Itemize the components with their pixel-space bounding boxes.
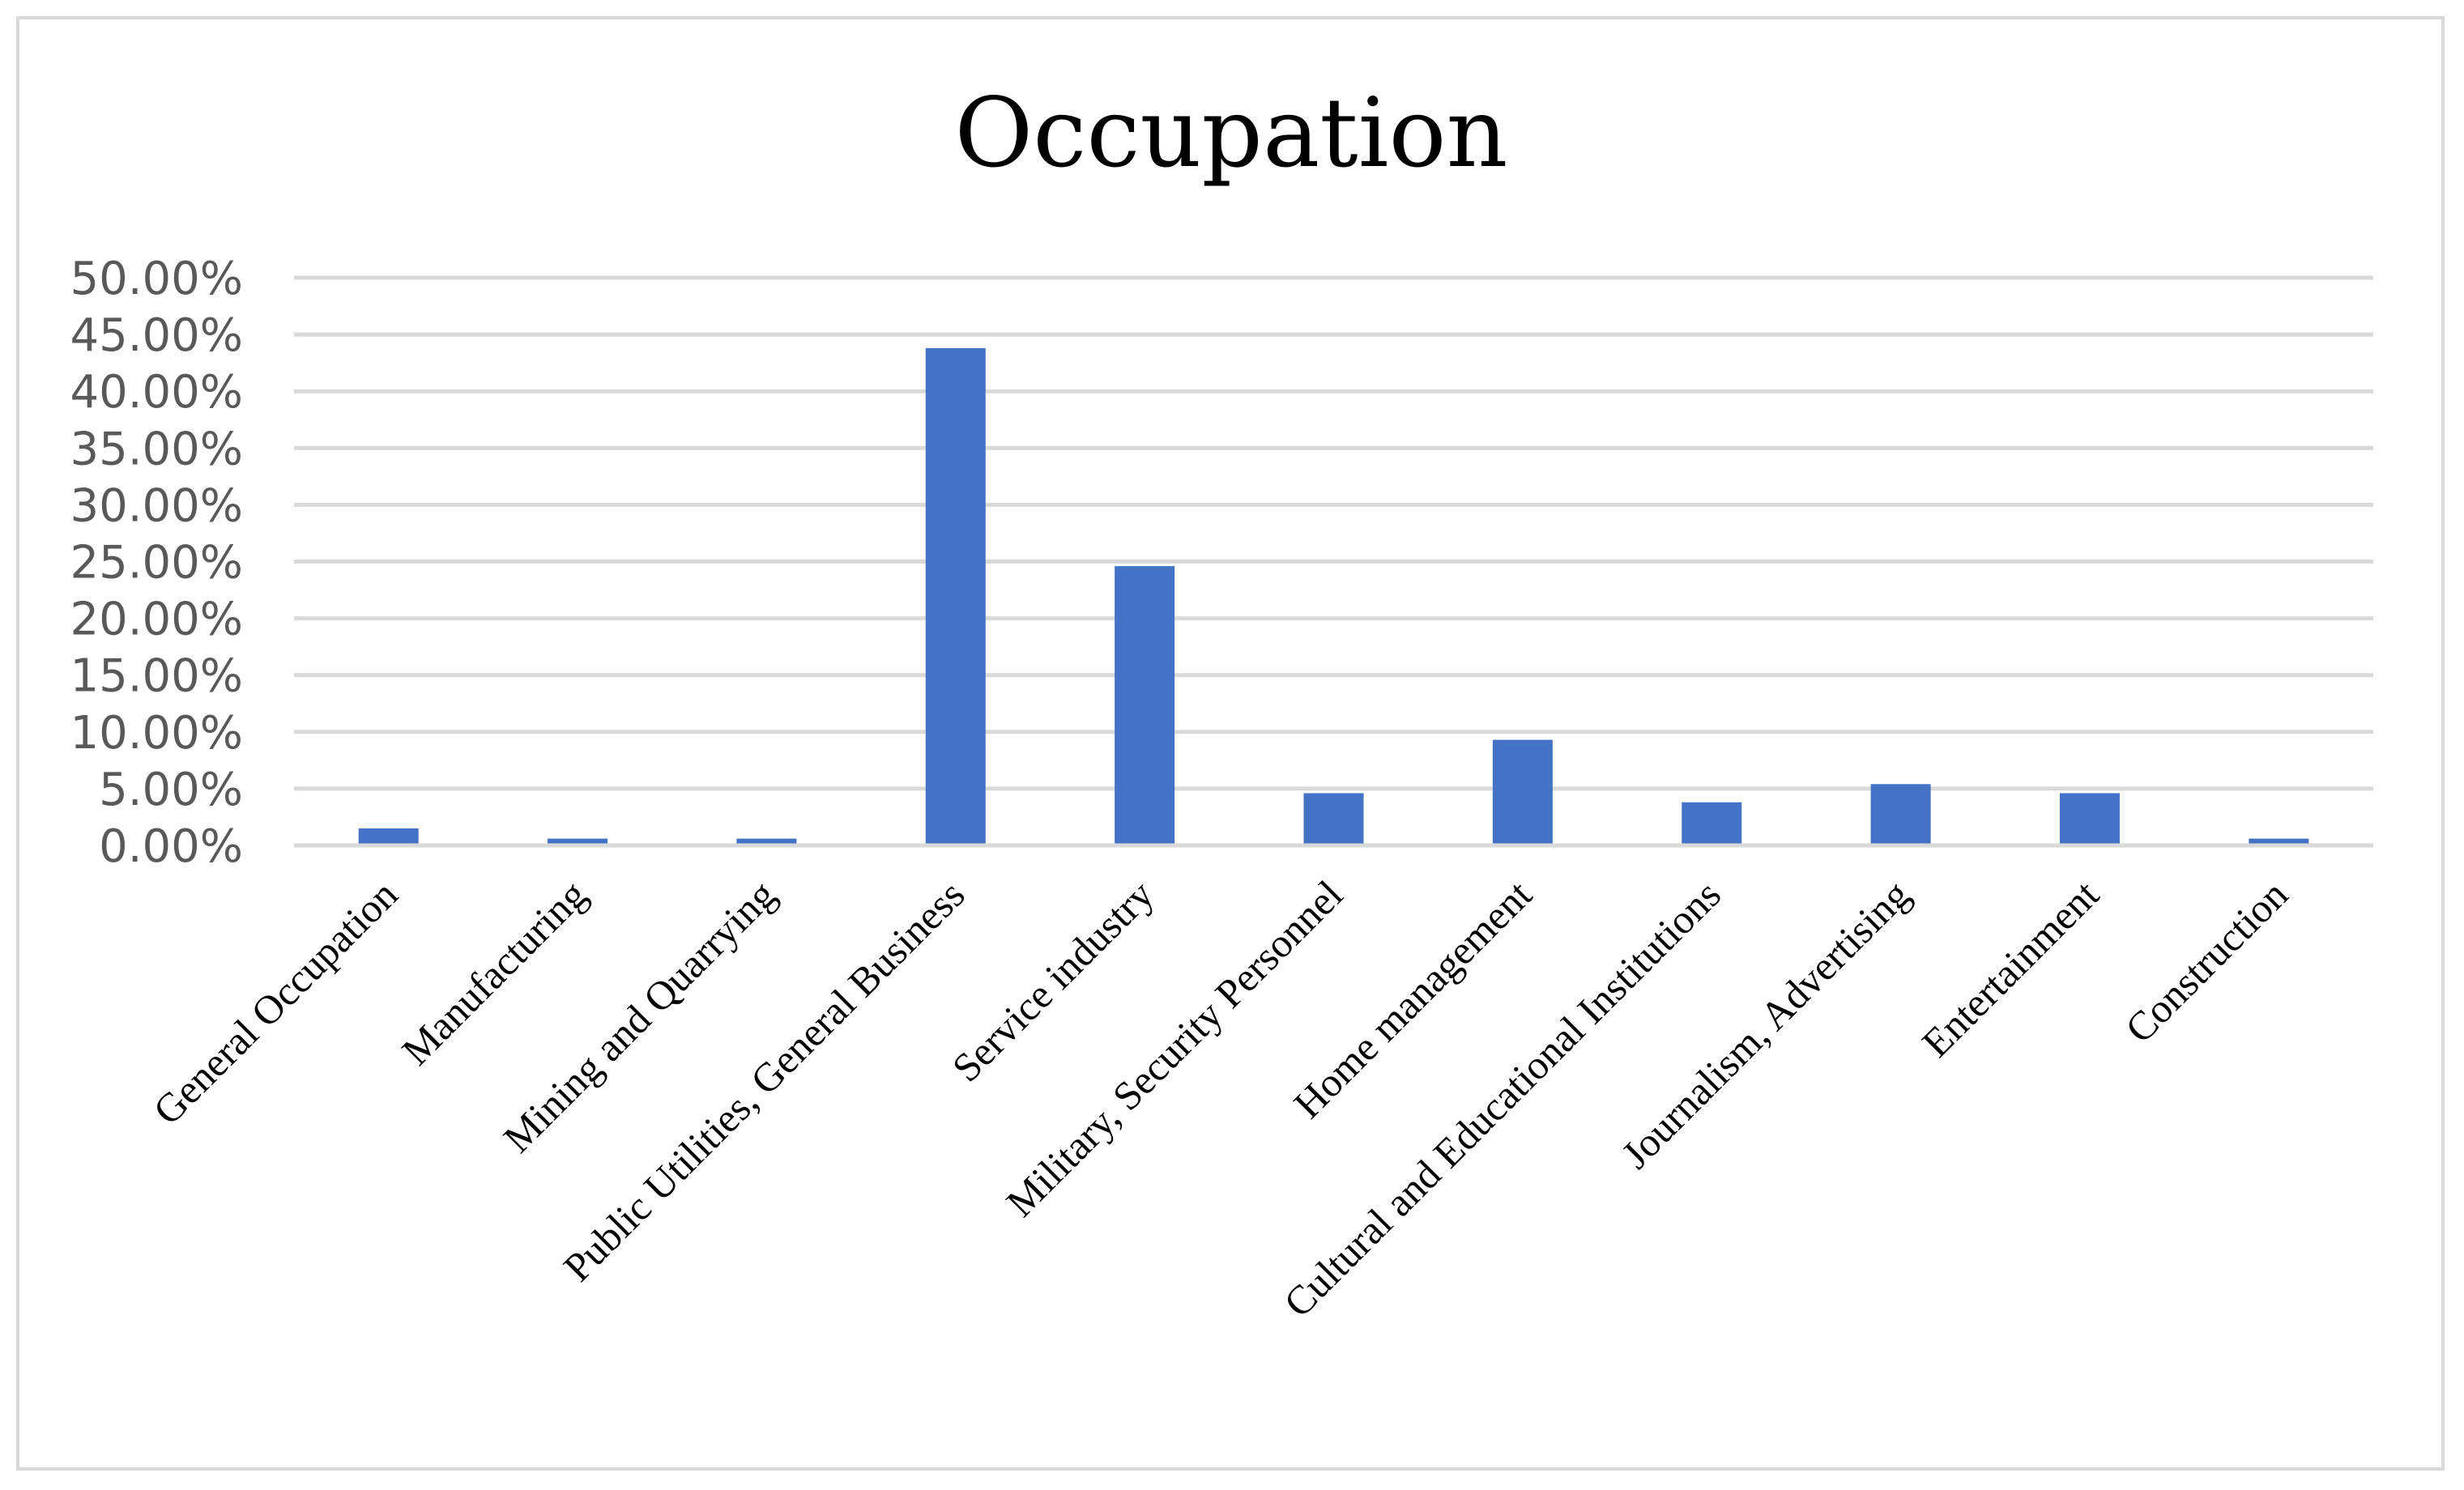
bar (1492, 739, 1553, 845)
y-axis-tick-labels: 0.00%5.00%10.00%15.00%20.00%25.00%30.00%… (70, 253, 243, 873)
chart-title: Occupation (955, 77, 1508, 189)
x-category-label: General Occupation (144, 871, 406, 1133)
y-tick-label: 35.00% (70, 423, 243, 475)
bars (358, 347, 2309, 845)
x-category-label: Military, Security Personnel (997, 871, 1351, 1225)
y-tick-label: 10.00% (70, 707, 243, 760)
x-category-label: Public Utilities, General Business (555, 871, 974, 1290)
bar (925, 347, 986, 845)
y-tick-label: 20.00% (70, 594, 243, 646)
bar (1303, 793, 1364, 845)
y-tick-label: 45.00% (70, 309, 243, 362)
bar (2249, 838, 2309, 845)
bar (358, 828, 419, 845)
x-category-label: Entertainment (1913, 871, 2108, 1066)
chart-frame (16, 16, 2445, 1471)
y-tick-label: 15.00% (70, 650, 243, 703)
y-tick-label: 0.00% (99, 820, 243, 873)
x-category-label: Manufacturing (393, 871, 595, 1074)
y-tick-label: 50.00% (70, 253, 243, 305)
y-tick-label: 25.00% (70, 537, 243, 590)
y-tick-label: 40.00% (70, 366, 243, 419)
x-category-label: Service industry (944, 871, 1162, 1090)
bar (548, 838, 608, 845)
bar (1682, 802, 1742, 845)
bar (2059, 793, 2120, 845)
bar (1115, 566, 1175, 845)
y-tick-label: 30.00% (70, 479, 243, 532)
bar (1870, 784, 1931, 845)
bar (736, 838, 797, 845)
gridlines (294, 275, 2373, 791)
x-category-label: Construction (2117, 871, 2296, 1051)
y-tick-label: 5.00% (99, 764, 243, 816)
